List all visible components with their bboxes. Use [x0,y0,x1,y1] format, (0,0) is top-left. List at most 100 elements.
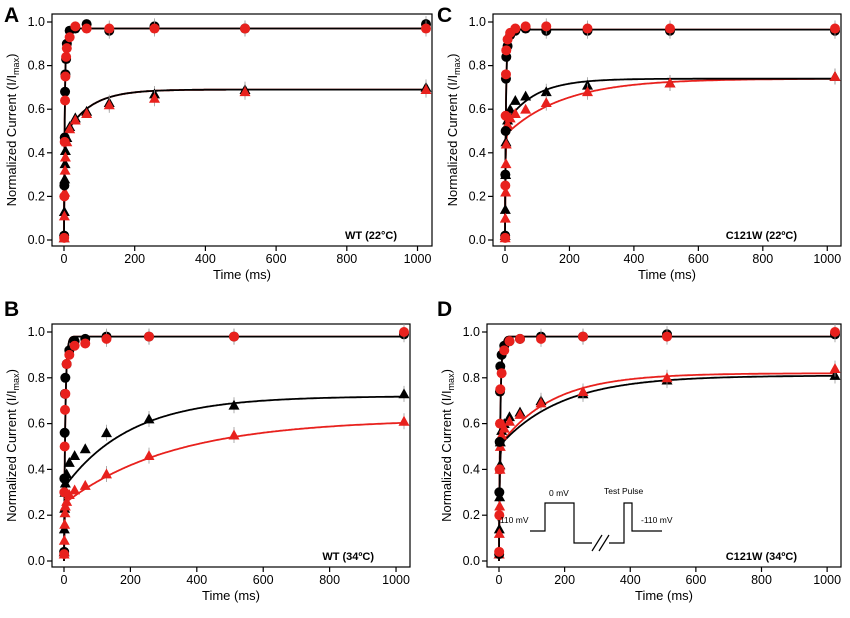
fit-curve-circles-red [504,28,835,240]
y-axis-title-main: Normalized Current (I/I [4,390,19,521]
data-point-circle [541,21,552,32]
fit-curve-triangles-black [63,88,426,240]
x-tick-label: 0 [61,573,68,587]
x-axis-title: Time (ms) [213,267,271,282]
data-point-triangle [103,99,115,110]
y-axis-title-sub: max [11,57,21,75]
data-point-triangle [143,450,155,461]
data-point-triangle [829,363,841,374]
plot-frame [486,323,842,568]
x-tick-label: 600 [266,252,287,266]
data-point-triangle [143,413,155,424]
data-point-circle [59,427,70,438]
data-point-triangle [499,212,511,223]
data-point-circle [240,23,250,34]
y-tick-label: 1.0 [28,325,45,339]
x-axis-title: Time (ms) [202,588,260,603]
fit-curve-circles-red [63,27,426,240]
protocol-trace-right [609,502,662,544]
data-point-triangle [228,399,240,410]
y-tick-label: 0.8 [28,371,45,385]
y-tick-label: 0.0 [469,233,486,247]
data-point-circle [60,388,71,399]
data-point-circle [501,45,512,56]
data-point-triangle [101,427,112,438]
data-point-triangle [64,123,76,134]
y-tick-label: 0.0 [463,554,480,568]
y-axis-title-main: Normalized Current (I/I [445,75,460,206]
data-point-circle [144,331,154,342]
data-point-triangle [149,92,160,103]
x-tick-label: 0 [61,252,68,266]
data-point-circle [60,71,71,82]
data-point-circle [59,487,70,498]
inset-label: -110 mV [641,515,673,525]
panel-d: 0.0 0.2 0.4 0.6 0.8 1.0 0 200 400 600 800 1000 Time … [437,298,842,603]
data-point-circle [69,340,80,351]
y-axis-title-close: ) [4,369,19,373]
data-point-triangle [500,186,512,197]
data-point-circle [59,549,70,560]
x-tick-label: 800 [336,252,357,266]
y-tick-label: 0.8 [469,59,486,73]
data-point-circle [536,333,546,344]
x-tick-label: 600 [685,573,706,587]
data-point-triangle [79,443,91,454]
data-point-triangle [514,408,526,419]
y-tick-label: 1.0 [463,325,480,339]
data-point-triangle [494,500,506,511]
data-point-triangle [79,479,91,490]
x-tick-label: 400 [623,252,644,266]
y-tick-label: 0.6 [463,417,480,431]
x-tick-label: 800 [751,573,772,587]
axis-break-mark [598,534,610,552]
x-tick-label: 400 [186,573,207,587]
fit-curve-triangles-red [63,88,426,240]
x-tick-label: 1000 [813,573,841,587]
data-point-circle [59,441,70,452]
data-point-circle [60,372,71,383]
data-point-triangle [101,468,112,479]
fit-curve-triangles-red [63,421,405,561]
data-point-triangle [499,203,511,214]
x-tick-label: 800 [319,573,340,587]
data-point-circle [662,331,672,342]
data-point-circle [500,169,511,180]
y-tick-label: 0.0 [28,554,45,568]
panel-a: 0.0 0.2 0.4 0.6 0.8 1.0 0 200 400 600 800 1000 Time … [4,4,433,282]
data-point-triangle [493,528,505,538]
data-point-circle [520,21,531,32]
data-point-circle [61,43,72,54]
data-point-triangle [59,164,71,175]
data-point-triangle [59,173,71,184]
data-point-triangle [420,84,432,94]
data-point-triangle [504,415,515,426]
data-point-triangle [59,145,71,156]
data-point-triangle [535,397,547,408]
x-tick-label: 200 [554,573,575,587]
y-tick-label: 0.8 [463,371,480,385]
y-axis-title: Normalized Current (I/Imax) [445,54,462,207]
data-point-circle [60,95,71,106]
panel-letter: A [4,4,19,27]
y-tick-label: 0.8 [28,59,45,73]
panel-letter: B [4,298,19,321]
protocol-trace-left [530,502,592,544]
fit-curve-circles-black [504,28,835,240]
y-axis-title: Normalized Current (I/Imax) [439,369,456,522]
inset-label: -110 mV [497,515,529,525]
data-point-circle [499,345,510,356]
data-point-circle [500,110,511,121]
voltage-protocol-inset: -110 mV 0 mV Test Pulse -110 mV [497,486,673,552]
data-point-circle [582,23,593,34]
inset-label: Test Pulse [604,486,643,496]
data-point-circle [500,69,511,80]
data-point-triangle [59,518,71,529]
data-point-circle [59,473,70,484]
data-point-circle [500,180,511,191]
data-point-circle [496,368,507,379]
y-axis-title: Normalized Current (I/Imax) [4,369,21,522]
fit-curve-circles-black [63,335,404,561]
data-point-triangle [540,97,552,108]
y-tick-label: 0.4 [463,462,480,476]
